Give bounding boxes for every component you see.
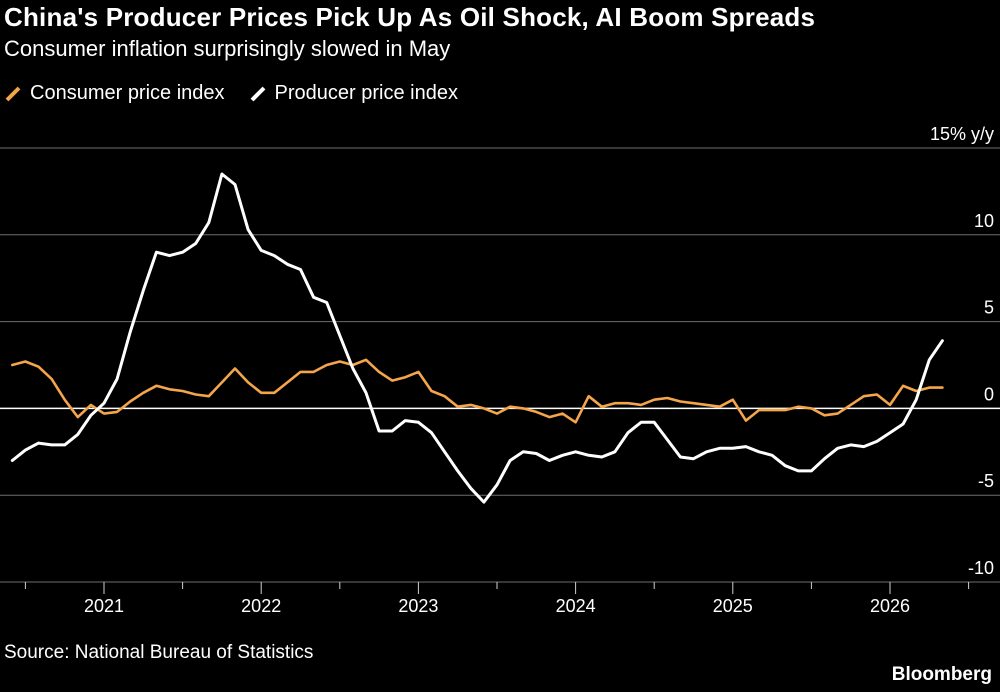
chart-subtitle: Consumer inflation surprisingly slowed i… [4, 36, 451, 61]
chart-legend: Consumer price index Producer price inde… [4, 82, 482, 105]
legend-swatch-ppi [250, 86, 265, 101]
y-tick-label: -5 [978, 471, 994, 491]
y-tick-label: 5 [984, 298, 994, 318]
legend-item-cpi: Consumer price index [4, 82, 225, 105]
brand-logo: Bloomberg [891, 664, 992, 685]
series-line-ppi [10, 172, 944, 504]
x-tick-label: 2021 [84, 596, 124, 616]
x-tick-label: 2023 [398, 596, 438, 616]
y-tick-label: 10 [974, 211, 994, 231]
legend-label-ppi: Producer price index [274, 82, 458, 104]
y-tick-label: 15% y/y [930, 124, 994, 144]
y-axis: 15% y/y 10 5 0 -5 -10 [930, 124, 994, 578]
x-tick-label: 2025 [713, 596, 753, 616]
y-tick-label: 0 [984, 384, 994, 404]
legend-swatch-cpi [5, 86, 21, 101]
legend-item-ppi: Producer price index [249, 82, 458, 105]
source-note: Source: National Bureau of Statistics [4, 642, 314, 663]
x-axis: 2021 2022 2023 2024 2025 2026 [24, 582, 970, 616]
x-tick-label: 2022 [241, 596, 281, 616]
series-lines [10, 172, 944, 504]
series-line-cpi [11, 358, 944, 424]
x-tick-label: 2024 [556, 596, 596, 616]
y-tick-label: -10 [968, 558, 994, 578]
x-tick-label: 2026 [870, 596, 910, 616]
gridlines [0, 147, 1000, 583]
chart-title: China's Producer Prices Pick Up As Oil S… [4, 2, 816, 32]
legend-label-cpi: Consumer price index [30, 82, 225, 104]
